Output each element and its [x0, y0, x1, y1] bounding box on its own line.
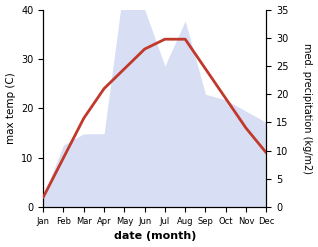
Y-axis label: med. precipitation (kg/m2): med. precipitation (kg/m2) [302, 43, 313, 174]
Y-axis label: max temp (C): max temp (C) [5, 72, 16, 144]
X-axis label: date (month): date (month) [114, 231, 196, 242]
